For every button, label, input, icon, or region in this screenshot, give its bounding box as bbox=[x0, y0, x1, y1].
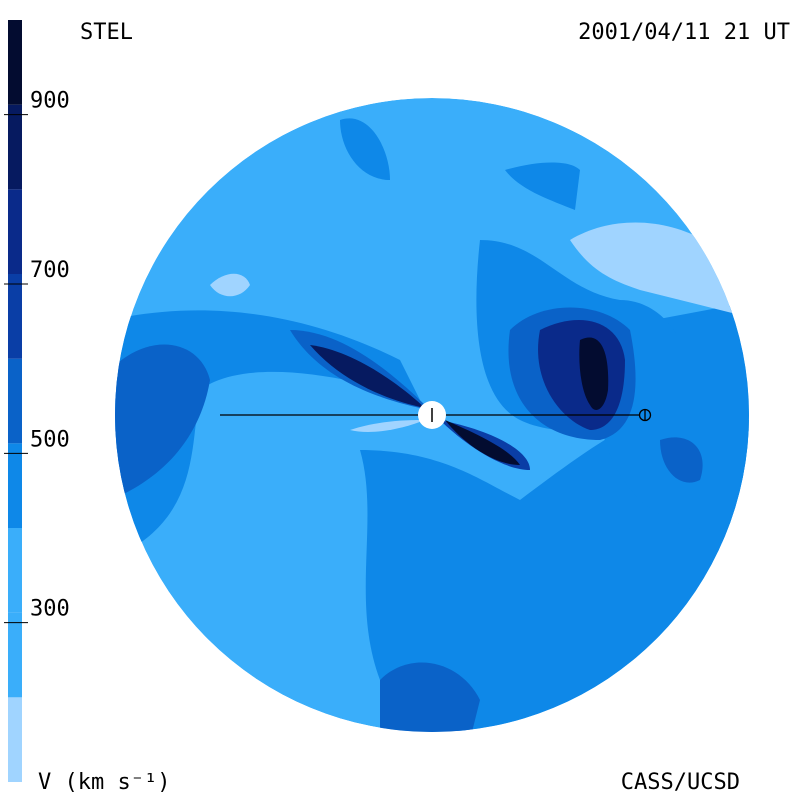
unit-label: V (km s⁻¹) bbox=[38, 770, 170, 795]
colorbar-tick-label: 700 bbox=[30, 258, 70, 283]
colorbar-tick-label: 500 bbox=[30, 427, 70, 452]
colorbar-band bbox=[8, 697, 22, 782]
instrument-label: STEL bbox=[80, 20, 133, 45]
colorbar-band bbox=[8, 358, 22, 444]
colorbar-band bbox=[8, 104, 22, 190]
colorbar-tick-label: 300 bbox=[30, 597, 70, 622]
colorbar-band bbox=[8, 20, 22, 105]
colorbar-band bbox=[8, 274, 22, 359]
credit: CASS/UCSD bbox=[621, 770, 740, 795]
colorbar-band bbox=[8, 528, 22, 613]
timestamp: 2001/04/11 21 UT bbox=[578, 20, 790, 45]
colorbar-band bbox=[8, 443, 22, 528]
colorbar-band bbox=[8, 612, 22, 698]
colorbar-band bbox=[8, 189, 22, 274]
colorbar: 300 500 700 900 bbox=[4, 20, 70, 782]
colorbar-tick-label: 900 bbox=[30, 89, 70, 114]
